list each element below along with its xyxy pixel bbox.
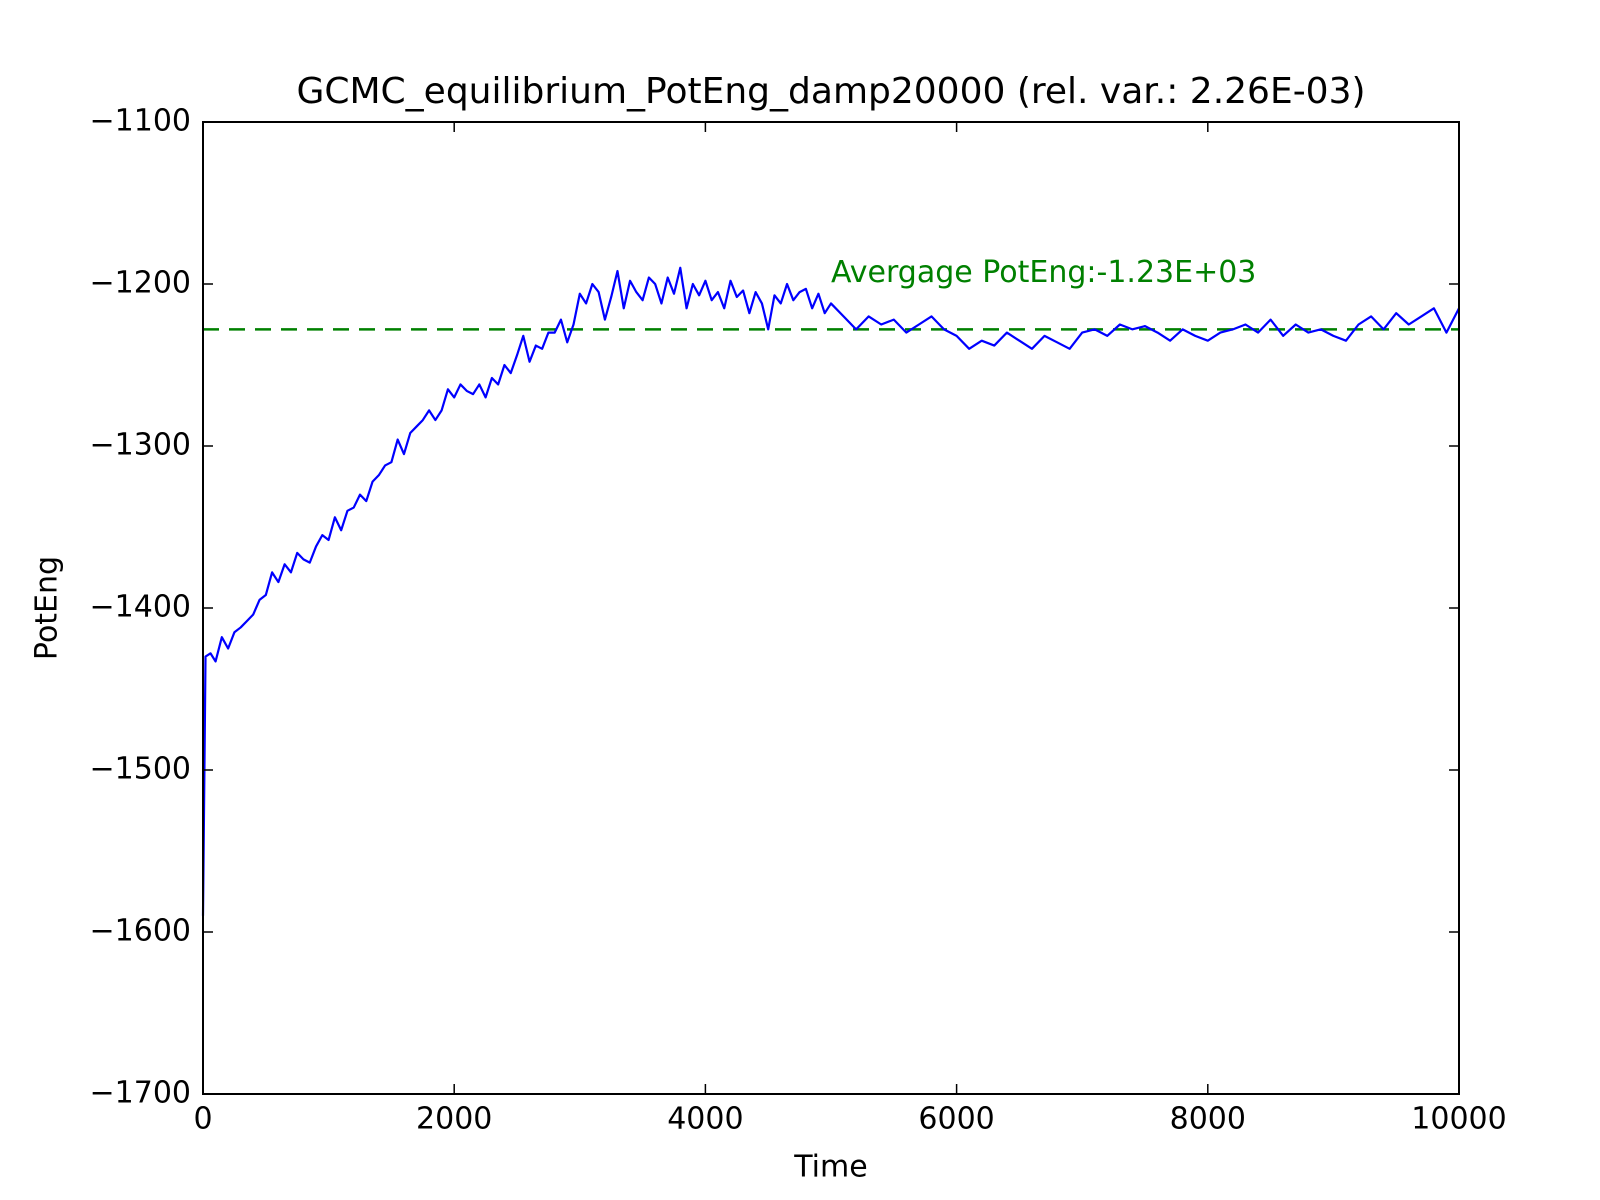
y-tick-label: −1300 xyxy=(90,428,191,463)
x-tick-label: 0 xyxy=(193,1102,212,1137)
x-tick-label: 4000 xyxy=(667,1102,743,1137)
data-line xyxy=(201,266,1460,916)
average-annotation: Avergage PotEng:-1.23E+03 xyxy=(831,255,1256,290)
x-tick-label: 8000 xyxy=(1170,1102,1246,1137)
y-axis-label: PotEng xyxy=(30,556,65,660)
y-tick-label: −1400 xyxy=(90,590,191,625)
x-axis-label: Time xyxy=(793,1150,867,1185)
y-tick-label: −1500 xyxy=(90,752,191,787)
y-tick-label: −1600 xyxy=(90,914,191,949)
y-tick-label: −1100 xyxy=(90,104,191,139)
x-tick-label: 6000 xyxy=(918,1102,994,1137)
x-tick-label: 2000 xyxy=(416,1102,492,1137)
y-tick-label: −1700 xyxy=(90,1076,191,1111)
chart-title: GCMC_equilibrium_PotEng_damp20000 (rel. … xyxy=(296,71,1365,112)
x-tick-label: 10000 xyxy=(1411,1102,1506,1137)
y-tick-label: −1200 xyxy=(90,266,191,301)
